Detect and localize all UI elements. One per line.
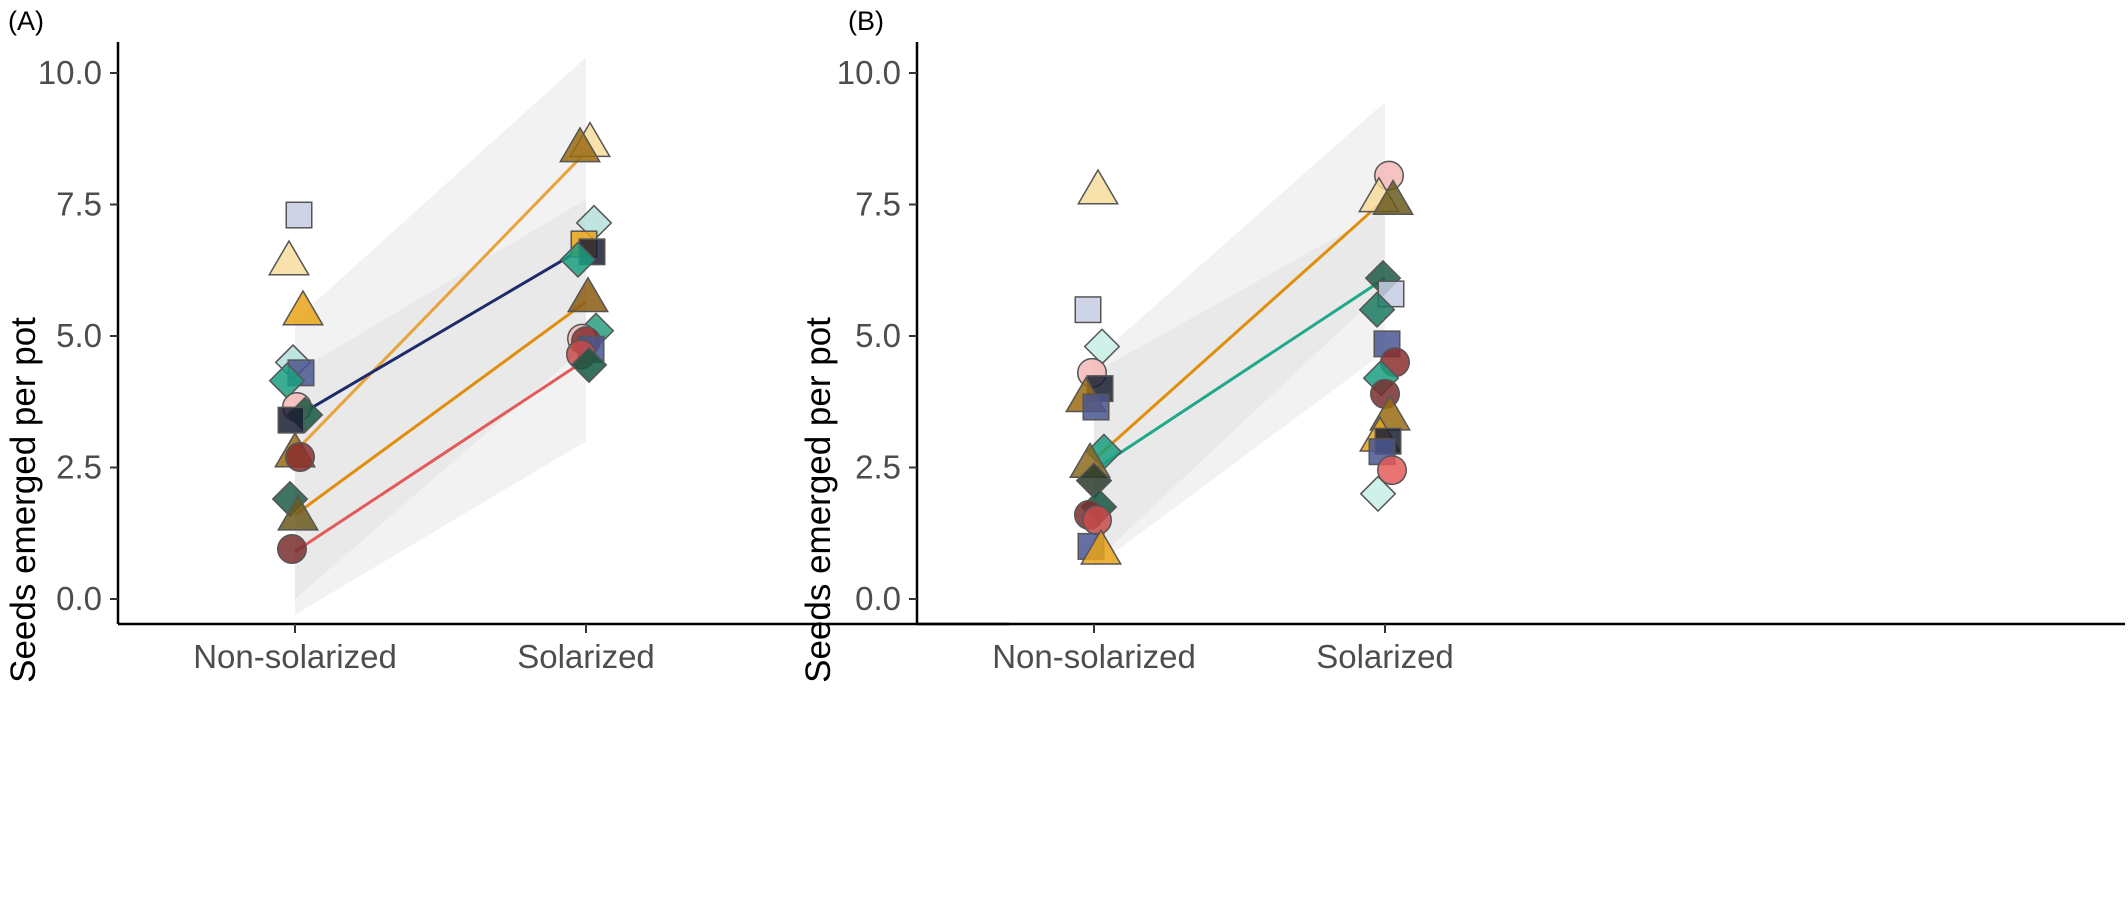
y-axis-title: Seeds emerged per pot <box>4 317 43 683</box>
data-point <box>570 346 608 384</box>
data-point <box>285 441 315 472</box>
data-point <box>277 494 319 531</box>
x-tick-label: Solarized <box>517 638 655 675</box>
y-axis-title: Seeds emerged per pot <box>799 317 838 683</box>
plot-area: 0.0 2.5 5.0 7.5 10.0 Non-solarized Solarized <box>38 42 1010 675</box>
regression-line <box>294 300 587 517</box>
plot-area: 0.0 2.5 5.0 7.5 10.0 Non-solarized Solarized <box>837 42 2125 675</box>
x-tick-label: Solarized <box>1316 638 1454 675</box>
x-tick-label: Non-solarized <box>992 638 1196 675</box>
data-point <box>1082 505 1112 536</box>
confidence-band <box>1094 209 1385 568</box>
regression-line <box>294 358 587 553</box>
x-tick-label: Non-solarized <box>193 638 397 675</box>
panel-a: (A) Seeds emerged per pot 0.0 2.5 5.0 7.5 10… <box>4 6 1010 683</box>
data-point <box>1074 296 1102 324</box>
data-point <box>1077 168 1119 205</box>
data-point <box>1372 179 1414 215</box>
y-tick-label: 2.5 <box>56 449 102 486</box>
regression-line <box>1092 198 1387 461</box>
data-point <box>277 534 307 565</box>
confidence-band <box>295 57 586 600</box>
regression-line <box>293 150 588 453</box>
y-tick-label: 7.5 <box>855 186 901 223</box>
y-tick-label: 10.0 <box>38 54 102 91</box>
regression-line <box>294 245 587 419</box>
y-tick-label: 0.0 <box>855 580 901 617</box>
confidence-band <box>1094 101 1385 563</box>
data-point <box>277 406 305 434</box>
y-tick-label: 2.5 <box>855 449 901 486</box>
data-point <box>1080 528 1122 565</box>
data-point <box>1358 291 1396 329</box>
y-tick-label: 10.0 <box>837 54 901 91</box>
panel-label: (B) <box>848 6 884 36</box>
data-point <box>1082 393 1110 421</box>
data-point <box>282 289 324 326</box>
panel-label: (A) <box>8 6 44 36</box>
data-point <box>1359 475 1397 513</box>
y-tick-label: 5.0 <box>855 317 901 354</box>
data-point <box>1377 455 1407 486</box>
data-point <box>268 239 310 276</box>
data-point <box>567 276 609 313</box>
data-point <box>559 126 601 163</box>
data-point <box>559 241 597 279</box>
y-tick-label: 5.0 <box>56 317 102 354</box>
y-tick-label: 7.5 <box>56 186 102 223</box>
data-point <box>285 201 313 229</box>
y-tick-label: 0.0 <box>56 580 102 617</box>
regression-line <box>1093 276 1386 472</box>
